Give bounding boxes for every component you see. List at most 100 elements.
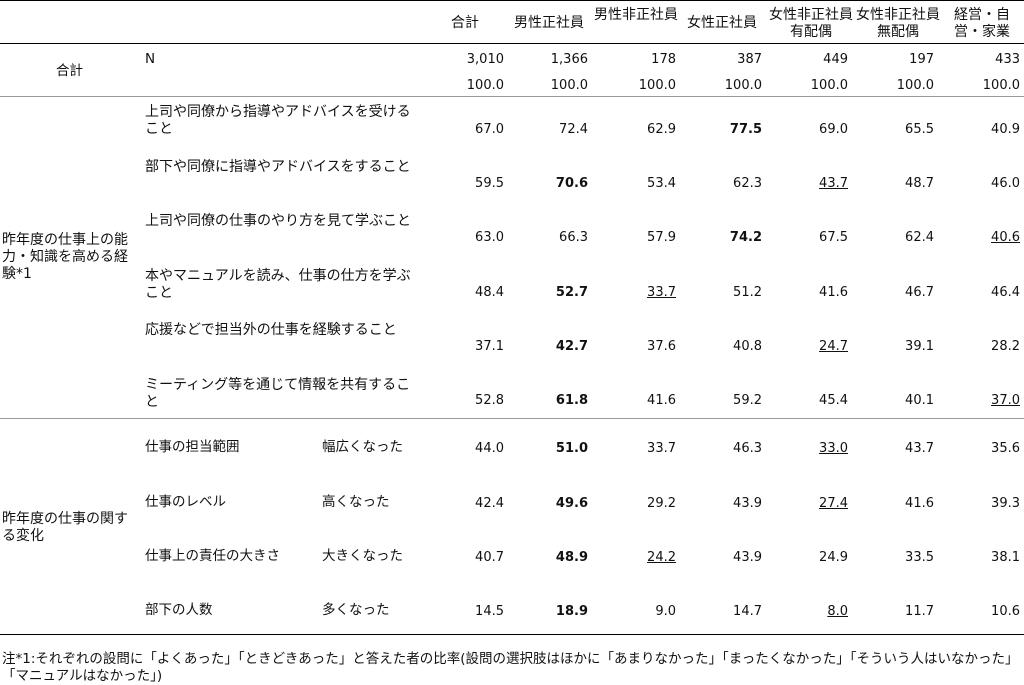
- section2-row-sub: 大きくなった: [322, 548, 403, 564]
- top-rule: [0, 0, 1024, 1]
- value-cell: 46.4: [991, 285, 1020, 300]
- value-cell: 40.7: [475, 550, 504, 565]
- total-n-cell: 433: [995, 52, 1020, 67]
- total-row-label: 合計: [56, 63, 83, 79]
- value-cell: 67.0: [475, 122, 504, 137]
- section1-row-label: ミーティング等を通じて情報を共有すること: [145, 377, 411, 410]
- section2-row-label: 仕事の担当範囲: [145, 439, 240, 455]
- bottom-rule: [0, 634, 1024, 635]
- section2-row-sub: 高くなった: [322, 494, 390, 510]
- value-cell-high: 49.6: [555, 496, 588, 511]
- value-cell-low: 40.6: [991, 230, 1020, 245]
- value-cell-high: 74.2: [729, 230, 762, 245]
- section2-row-sub: 多くなった: [322, 602, 390, 618]
- value-cell: 43.9: [733, 496, 762, 511]
- value-cell: 42.4: [475, 496, 504, 511]
- value-cell-low: 24.7: [819, 339, 848, 354]
- value-cell: 53.4: [647, 176, 676, 191]
- value-cell-high: 61.8: [555, 393, 588, 408]
- section2-row-label: 仕事のレベル: [145, 494, 226, 510]
- value-cell-high: 77.5: [729, 122, 762, 137]
- value-cell: 40.8: [733, 339, 762, 354]
- value-cell: 33.5: [905, 550, 934, 565]
- value-cell: 10.6: [991, 604, 1020, 619]
- value-cell: 28.2: [991, 339, 1020, 354]
- value-cell-low: 24.2: [647, 550, 676, 565]
- value-cell: 35.6: [991, 441, 1020, 456]
- total-n-cell: 1,366: [550, 52, 588, 67]
- col-header-male-nonregular: 男性非正社員: [594, 7, 678, 23]
- value-cell: 46.3: [733, 441, 762, 456]
- total-n-cell: 178: [651, 52, 676, 67]
- total-pct-cell: 100.0: [896, 78, 934, 93]
- total-rule: [0, 96, 1024, 97]
- value-cell-high: 52.7: [555, 285, 588, 300]
- value-cell-low: 33.0: [819, 441, 848, 456]
- value-cell-low: 33.7: [647, 285, 676, 300]
- value-cell: 66.3: [559, 230, 588, 245]
- value-cell: 44.0: [475, 441, 504, 456]
- total-pct-cell: 100.0: [810, 78, 848, 93]
- value-cell: 24.9: [819, 550, 848, 565]
- value-cell: 37.1: [475, 339, 504, 354]
- value-cell: 40.9: [991, 122, 1020, 137]
- total-n-cell: 387: [737, 52, 762, 67]
- value-cell: 29.2: [647, 496, 676, 511]
- total-pct-cell: 100.0: [550, 78, 588, 93]
- value-cell: 37.6: [647, 339, 676, 354]
- value-cell: 48.7: [905, 176, 934, 191]
- value-cell: 14.5: [475, 604, 504, 619]
- section1-row-label: 本やマニュアルを読み、仕事の仕方を学ぶこと: [145, 268, 411, 301]
- value-cell: 14.7: [733, 604, 762, 619]
- section1-row-label: 上司や同僚の仕事のやり方を見て学ぶこと: [145, 213, 411, 229]
- value-cell-low: 27.4: [819, 496, 848, 511]
- total-pct-cell: 100.0: [638, 78, 676, 93]
- section1-row-label: 部下や同僚に指導やアドバイスをすること: [145, 159, 411, 175]
- section2-row-label: 部下の人数: [145, 602, 213, 618]
- value-cell-high: 70.6: [555, 176, 588, 191]
- total-pct-cell: 100.0: [724, 78, 762, 93]
- total-pct-cell: 100.0: [982, 78, 1020, 93]
- col-header-total: 合計: [451, 15, 479, 31]
- value-cell: 52.8: [475, 393, 504, 408]
- value-cell: 40.1: [905, 393, 934, 408]
- value-cell: 39.3: [991, 496, 1020, 511]
- total-n-cell: 449: [823, 52, 848, 67]
- value-cell: 62.4: [905, 230, 934, 245]
- value-cell: 41.6: [819, 285, 848, 300]
- section2-row-label: 仕事上の責任の大きさ: [145, 548, 280, 564]
- value-cell-high: 51.0: [555, 441, 588, 456]
- value-cell: 41.6: [647, 393, 676, 408]
- total-n-cell: 197: [909, 52, 934, 67]
- value-cell: 62.3: [733, 176, 762, 191]
- value-cell: 43.9: [733, 550, 762, 565]
- value-cell: 59.5: [475, 176, 504, 191]
- value-cell: 59.2: [733, 393, 762, 408]
- value-cell: 63.0: [475, 230, 504, 245]
- value-cell-high: 42.7: [555, 339, 588, 354]
- section2-row-sub: 幅広くなった: [322, 439, 403, 455]
- value-cell: 67.5: [819, 230, 848, 245]
- col-header-female-regular: 女性正社員: [687, 15, 757, 31]
- value-cell: 9.0: [655, 604, 676, 619]
- value-cell: 48.4: [475, 285, 504, 300]
- value-cell: 11.7: [905, 604, 934, 619]
- value-cell: 57.9: [647, 230, 676, 245]
- value-cell: 45.4: [819, 393, 848, 408]
- value-cell-low: 8.0: [827, 604, 848, 619]
- value-cell-low: 43.7: [819, 176, 848, 191]
- total-pct-cell: 100.0: [466, 78, 504, 93]
- value-cell: 46.0: [991, 176, 1020, 191]
- value-cell: 72.4: [559, 122, 588, 137]
- value-cell: 43.7: [905, 441, 934, 456]
- section-rule: [0, 418, 1024, 419]
- value-cell: 39.1: [905, 339, 934, 354]
- value-cell: 38.1: [991, 550, 1020, 565]
- value-cell-low: 37.0: [991, 393, 1020, 408]
- col-header-male-regular: 男性正社員: [514, 15, 584, 31]
- value-cell: 65.5: [905, 122, 934, 137]
- col-header-self-employed: 経営・自営・家業: [954, 7, 1010, 40]
- value-cell: 69.0: [819, 122, 848, 137]
- footnote: 注*1:それぞれの設問に「よくあった」「ときどきあった」と答えた者の比率(設問の…: [2, 651, 1019, 684]
- value-cell: 51.2: [733, 285, 762, 300]
